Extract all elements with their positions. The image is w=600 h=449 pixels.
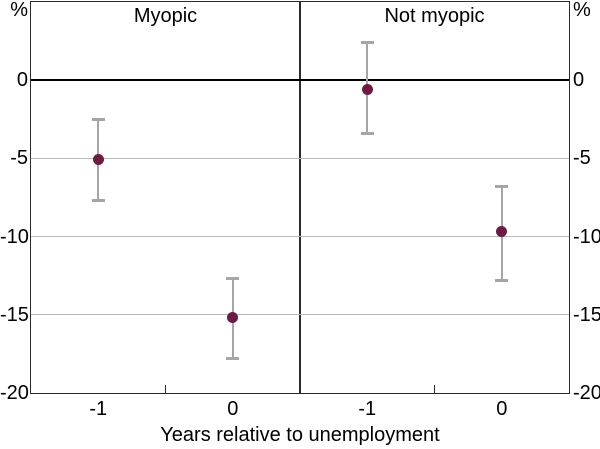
y-axis-unit-left: % <box>10 0 28 21</box>
error-bar-cap-top <box>360 41 374 45</box>
error-bar-cap-top <box>91 117 105 121</box>
x-axis-tick <box>433 385 436 393</box>
x-tick-label: 0 <box>227 398 239 420</box>
x-axis-tick <box>164 385 167 393</box>
zero-line <box>31 79 569 82</box>
error-bar-cap-top <box>226 277 240 281</box>
y-tick-label-right: -5 <box>573 147 591 170</box>
panel-divider <box>299 2 301 393</box>
data-point <box>227 312 239 324</box>
data-point <box>92 154 104 166</box>
y-tick-label-right: 0 <box>573 69 585 92</box>
y-tick-label-right: -10 <box>573 225 600 248</box>
gridline <box>31 157 569 159</box>
error-bar-cap-bottom <box>226 357 240 361</box>
y-axis-unit-right: % <box>573 0 591 21</box>
x-tick-label: -1 <box>358 398 377 420</box>
panel-title-not-myopic: Not myopic <box>384 5 485 27</box>
plot-area-border <box>30 1 570 394</box>
y-tick-label-left: 0 <box>16 69 28 92</box>
y-tick-label-right: -20 <box>573 382 600 404</box>
y-tick-label-right: -15 <box>573 303 600 326</box>
gridline <box>31 236 569 238</box>
x-tick-label: -1 <box>89 398 108 420</box>
error-bar-cap-bottom <box>91 199 105 203</box>
y-tick-label-left: -15 <box>0 303 29 326</box>
error-bar-cap-bottom <box>495 278 509 282</box>
x-axis-title: Years relative to unemployment <box>160 424 440 446</box>
gridline <box>31 314 569 316</box>
error-bar-cap-top <box>495 185 509 189</box>
y-tick-label-left: -5 <box>10 147 28 170</box>
error-bar-cap-bottom <box>360 131 374 135</box>
y-tick-label-left: -10 <box>0 225 29 248</box>
y-tick-label-left: -20 <box>0 382 29 404</box>
data-point <box>496 226 508 238</box>
data-point <box>361 84 373 96</box>
x-tick-label: 0 <box>496 398 508 420</box>
panel-title-myopic: Myopic <box>133 5 198 27</box>
